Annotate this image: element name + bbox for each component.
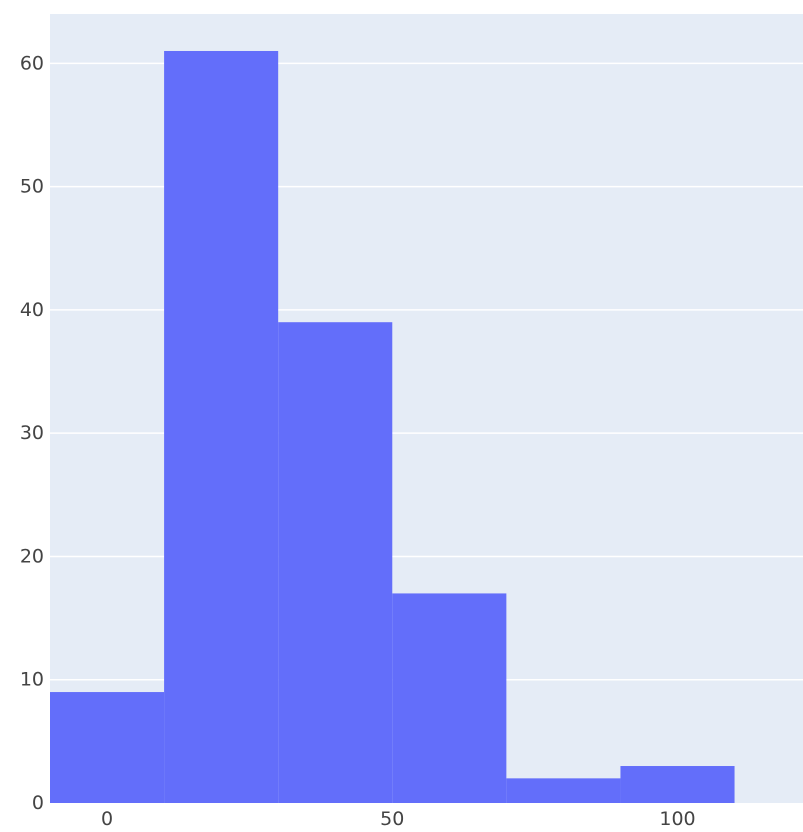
x-tick-label: 0 [101,808,113,830]
y-axis-ticks: 0 10 20 30 40 50 60 [20,52,44,814]
histogram-bar [278,322,393,803]
x-tick-label: 50 [380,808,404,830]
histogram-bar [392,593,507,803]
y-tick-label: 10 [20,669,44,691]
histogram-bar [50,692,165,803]
x-tick-label: 100 [659,808,695,830]
histogram-bar [506,778,621,803]
y-tick-label: 40 [20,299,44,321]
bars [50,50,735,803]
x-axis-ticks: 0 50 100 [101,808,696,830]
y-tick-label: 60 [20,52,44,74]
histogram-bar [164,50,279,803]
histogram-bar [620,766,735,803]
y-tick-label: 30 [20,422,44,444]
y-tick-label: 20 [20,545,44,567]
y-tick-label: 50 [20,176,44,198]
y-tick-label: 0 [32,792,44,814]
